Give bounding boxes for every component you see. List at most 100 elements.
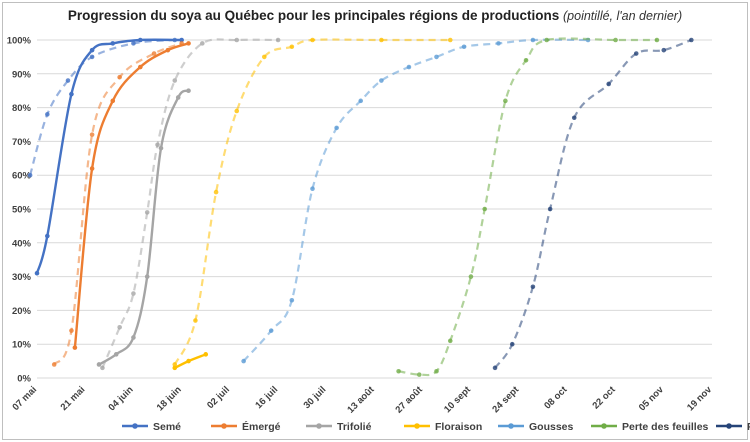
- x-tick-label: 04 juin: [106, 384, 135, 413]
- point-previous-gousses: [289, 297, 295, 303]
- point-previous-recolte: [547, 206, 553, 212]
- point-previous-perte-des-feuilles: [613, 37, 618, 43]
- point-previous-seme: [27, 172, 33, 178]
- point-previous-floraison: [447, 37, 453, 43]
- point-previous-perte-des-feuilles: [482, 206, 488, 212]
- y-tick-label: 20%: [12, 306, 32, 317]
- point-current-trifolie: [113, 352, 119, 357]
- point-current-trifolie: [158, 145, 164, 151]
- y-tick-label: 100%: [7, 36, 32, 47]
- point-previous-gousses: [461, 44, 467, 50]
- point-previous-recolte: [492, 365, 498, 371]
- series-line-previous-gousses: [242, 38, 589, 362]
- series-line-previous-floraison: [173, 38, 451, 366]
- legend-label-trifolie: Trifolié: [337, 421, 372, 433]
- y-tick-labels: 0% 10% 20% 30% 40% 50% 60% 70% 80% 90% 100%: [7, 36, 32, 385]
- point-previous-gousses: [334, 125, 339, 131]
- x-tick-label: 02 juil: [205, 384, 232, 411]
- point-previous-floraison: [310, 37, 315, 43]
- point-current-emerge: [89, 166, 95, 171]
- point-previous-perte-des-feuilles: [468, 274, 474, 279]
- point-previous-gousses: [406, 64, 412, 70]
- point-previous-gousses: [530, 37, 536, 43]
- point-previous-trifolie: [117, 325, 122, 330]
- x-tick-label: 16 juil: [253, 384, 280, 411]
- point-previous-floraison: [379, 37, 384, 43]
- legend-label-floraison: Floraison: [435, 421, 482, 433]
- legend-marker-floraison: [414, 423, 420, 429]
- point-current-floraison: [172, 365, 178, 371]
- point-previous-recolte: [689, 37, 694, 43]
- x-tick-label: 10 sept: [442, 384, 474, 416]
- series-line-previous-trifolie: [101, 38, 279, 369]
- x-tick-labels: 07 mai 21 mai 04 juin 18 juin 02 juil 16 juil…: [10, 384, 714, 416]
- point-previous-trifolie: [144, 210, 150, 215]
- point-previous-emerge: [89, 132, 95, 137]
- legend-label-gousses: Gousses: [529, 421, 574, 433]
- gridlines: [37, 39, 712, 379]
- x-tick-label: 24 sept: [490, 384, 522, 416]
- chart-subtitle: (pointillé, l'an dernier): [563, 9, 683, 23]
- y-tick-label: 80%: [12, 103, 32, 114]
- point-previous-recolte: [633, 51, 639, 56]
- point-current-trifolie: [186, 88, 191, 93]
- point-previous-emerge: [117, 74, 122, 80]
- point-previous-gousses: [496, 41, 501, 46]
- point-previous-perte-des-feuilles: [523, 57, 529, 63]
- point-previous-emerge: [69, 328, 74, 333]
- point-current-seme: [69, 91, 74, 97]
- point-previous-recolte: [509, 341, 515, 347]
- point-previous-perte-des-feuilles: [447, 338, 453, 344]
- y-tick-label: 60%: [12, 171, 32, 182]
- point-current-emerge: [165, 47, 171, 53]
- legend-label-emerge: Émergé: [242, 420, 281, 433]
- point-previous-perte-des-feuilles: [396, 368, 401, 374]
- point-previous-recolte: [661, 47, 667, 53]
- y-tick-label: 10%: [12, 340, 32, 351]
- legend-label-recolte: Récolte: [747, 421, 750, 433]
- point-current-trifolie: [144, 274, 150, 279]
- point-previous-seme: [131, 41, 136, 46]
- y-tick-label: 0%: [17, 374, 31, 385]
- point-previous-gousses: [379, 78, 384, 83]
- legend-marker-perte-des-feuilles: [601, 423, 607, 429]
- x-tick-label: 13 août: [345, 384, 377, 416]
- series-line-previous-seme: [29, 38, 175, 176]
- legend-marker-emerge: [221, 423, 227, 429]
- point-previous-perte-des-feuilles: [434, 368, 439, 374]
- point-previous-gousses: [358, 98, 364, 104]
- point-previous-trifolie: [234, 37, 240, 43]
- series-lines: [27, 37, 694, 377]
- x-tick-label: 07 mai: [10, 384, 39, 413]
- x-tick-label: 19 nov: [685, 384, 715, 414]
- point-current-floraison: [186, 358, 191, 364]
- point-previous-floraison: [261, 54, 267, 60]
- point-previous-floraison: [172, 362, 178, 367]
- point-previous-trifolie: [100, 365, 105, 371]
- x-tick-label: 21 mai: [59, 384, 88, 413]
- x-tick-label: 22 oct: [590, 384, 618, 412]
- point-previous-trifolie: [275, 37, 281, 43]
- y-tick-label: 40%: [12, 238, 32, 249]
- legend-label-perte-des-feuilles: Perte des feuilles: [622, 421, 709, 433]
- point-current-emerge: [110, 98, 116, 104]
- point-previous-floraison: [289, 44, 295, 50]
- x-tick-label: 30 juil: [302, 384, 329, 411]
- x-tick-label: 27 août: [394, 384, 426, 416]
- legend-marker-seme: [132, 423, 138, 429]
- point-previous-trifolie: [155, 142, 160, 148]
- point-previous-recolte: [530, 284, 536, 290]
- chart-title-main: Progression du soya au Québec pour les p…: [67, 8, 560, 23]
- point-current-seme: [34, 270, 40, 276]
- point-current-seme: [89, 47, 95, 53]
- legend-marker-gousses: [508, 423, 514, 429]
- point-previous-emerge: [51, 362, 57, 367]
- legend: Semé Émergé Trifolié Floraison Gousses Perte …: [122, 420, 750, 433]
- x-tick-label: 05 nov: [637, 384, 667, 414]
- point-current-trifolie: [96, 362, 102, 367]
- y-tick-label: 50%: [12, 205, 32, 216]
- point-current-seme: [45, 233, 50, 239]
- point-previous-trifolie: [200, 41, 205, 46]
- point-previous-recolte: [571, 115, 577, 121]
